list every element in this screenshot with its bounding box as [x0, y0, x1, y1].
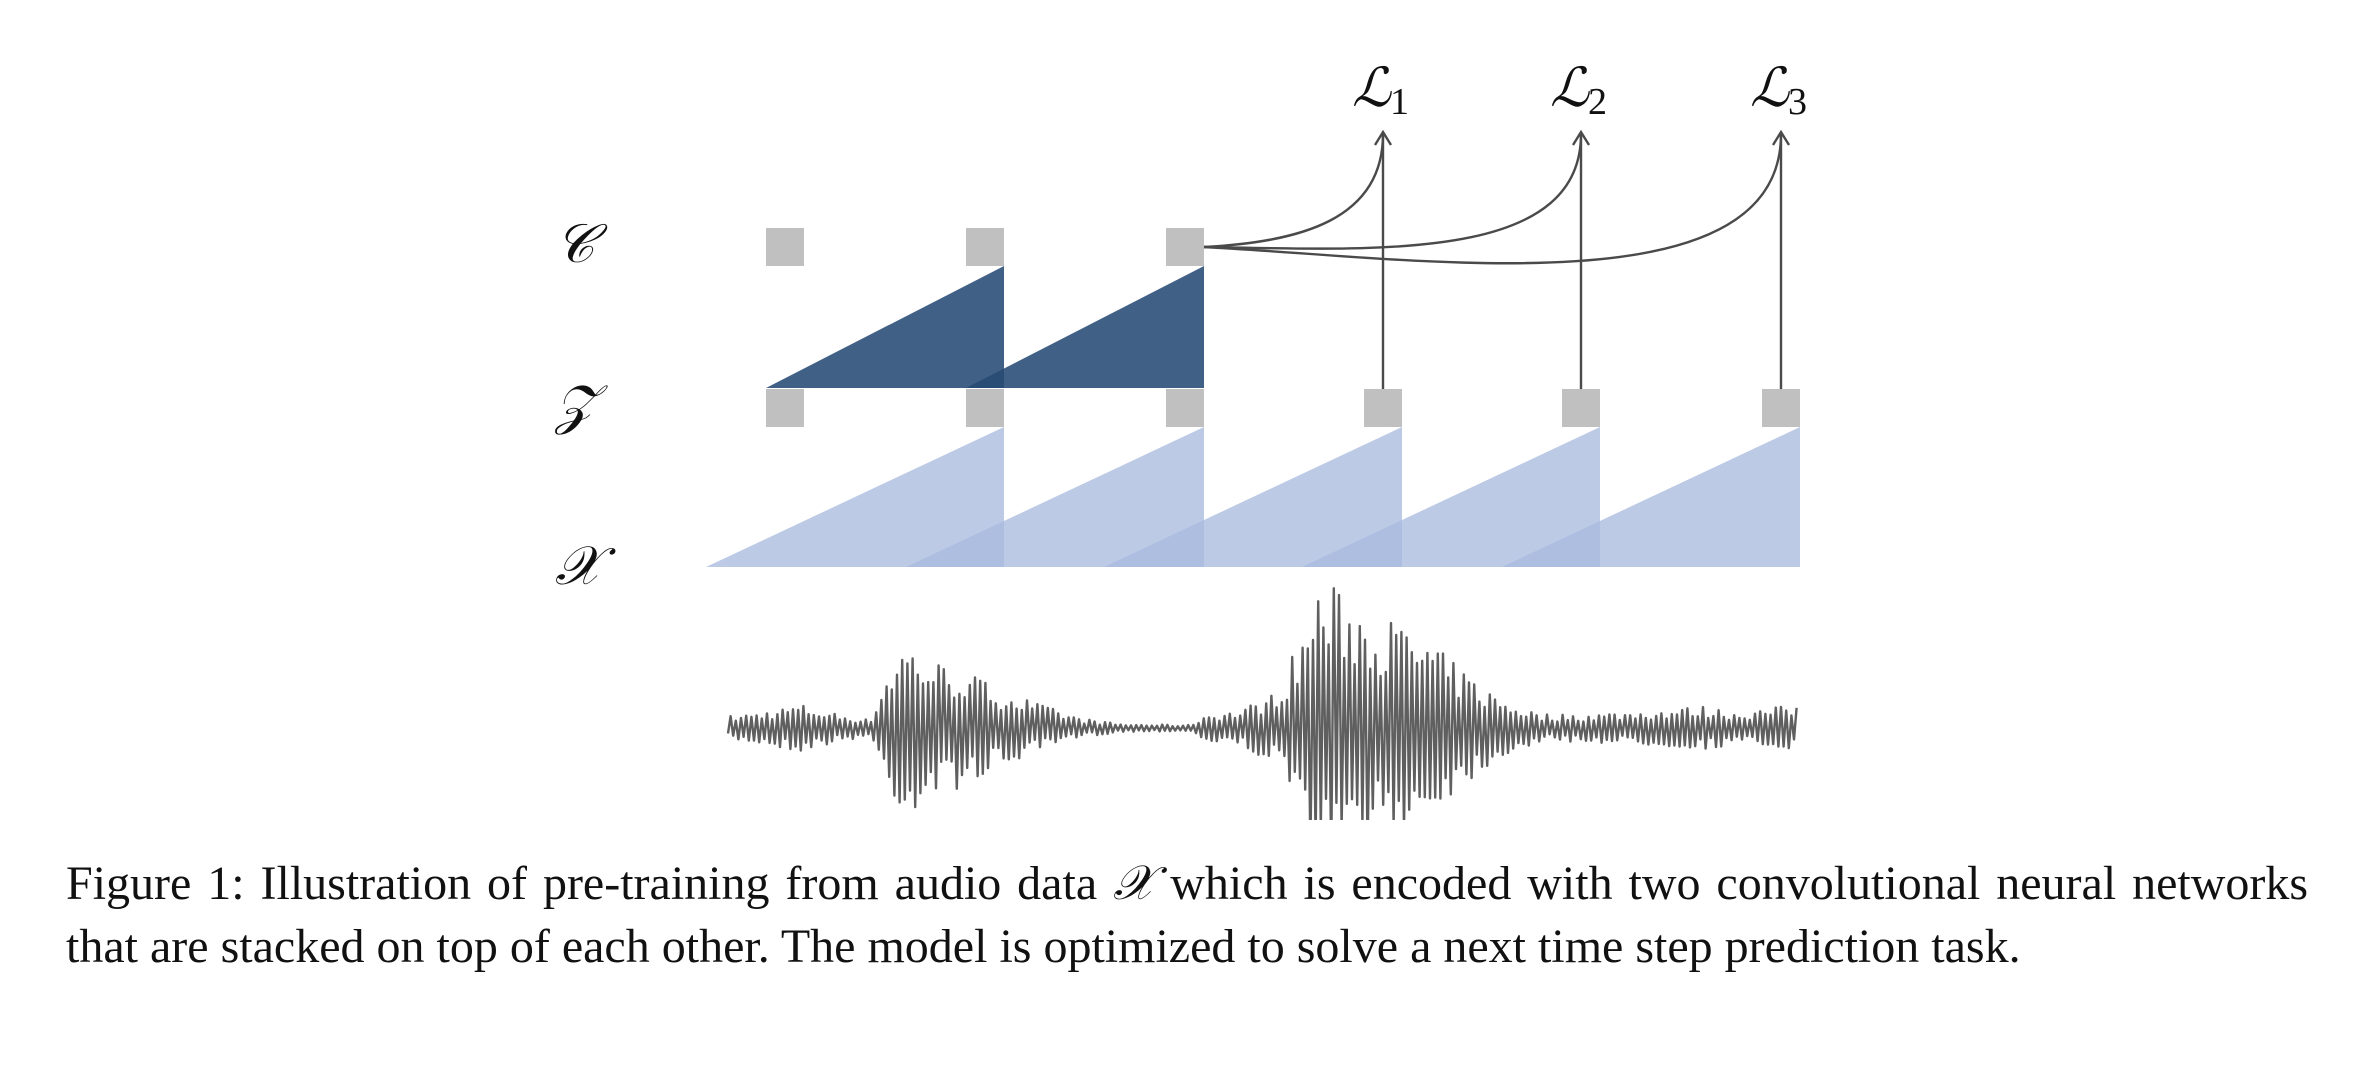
- row-label-x: 𝒳: [555, 534, 616, 597]
- c-node-2: [966, 228, 1004, 266]
- svg-text:3: 3: [1788, 81, 1807, 123]
- figure-caption: Figure 1: Illustration of pre-training f…: [66, 852, 2308, 978]
- svg-text:1: 1: [1390, 81, 1409, 123]
- encoder-field-1: [706, 427, 1004, 567]
- encoder-field-3: [1104, 427, 1402, 567]
- loss-3-curve: [1203, 133, 1783, 265]
- caption-symbol: 𝒳: [1113, 855, 1155, 911]
- context-field-2: [966, 266, 1204, 388]
- figure-diagram: 𝒞 𝒵 𝒳: [554, 56, 1807, 820]
- loss-1-arrowhead: [1373, 129, 1393, 146]
- c-node-1: [766, 228, 804, 266]
- caption-text-before: Illustration of pre-training from audio …: [260, 857, 1098, 910]
- audio-waveform: [726, 587, 1798, 820]
- encoder-receptive-fields: [706, 427, 1800, 567]
- row-label-z: 𝒵: [554, 373, 608, 436]
- loss-label-3: ℒ 3: [1750, 56, 1807, 123]
- encoder-field-5: [1502, 427, 1800, 567]
- c-node-3: [1166, 228, 1204, 266]
- z-node-5: [1562, 389, 1600, 427]
- loss-label-1: ℒ 1: [1352, 56, 1409, 123]
- z-node-1: [766, 389, 804, 427]
- row-label-c: 𝒞: [555, 212, 608, 275]
- loss-3-arrowhead: [1771, 129, 1791, 146]
- z-node-4: [1364, 389, 1402, 427]
- svg-text:ℒ: ℒ: [1352, 56, 1392, 119]
- loss-2-arrowhead: [1571, 129, 1591, 146]
- z-node-6: [1762, 389, 1800, 427]
- encoder-field-2: [906, 427, 1204, 567]
- z-nodes: [766, 389, 1800, 427]
- z-node-2: [966, 389, 1004, 427]
- caption-prefix: Figure 1:: [66, 857, 245, 910]
- loss-label-2: ℒ 2: [1550, 56, 1607, 123]
- svg-text:2: 2: [1588, 81, 1607, 123]
- loss-1-curve: [1203, 133, 1385, 249]
- c-nodes: [766, 228, 1204, 266]
- z-node-3: [1166, 389, 1204, 427]
- encoder-field-4: [1302, 427, 1600, 567]
- context-receptive-fields: [766, 266, 1204, 388]
- svg-text:ℒ: ℒ: [1550, 56, 1590, 119]
- caption-text-after: which is encoded with two convolutional …: [66, 857, 2309, 973]
- loss-2-curve: [1203, 133, 1583, 250]
- context-field-1: [766, 266, 1004, 388]
- svg-text:ℒ: ℒ: [1750, 56, 1790, 119]
- loss-connections: [1203, 129, 1791, 389]
